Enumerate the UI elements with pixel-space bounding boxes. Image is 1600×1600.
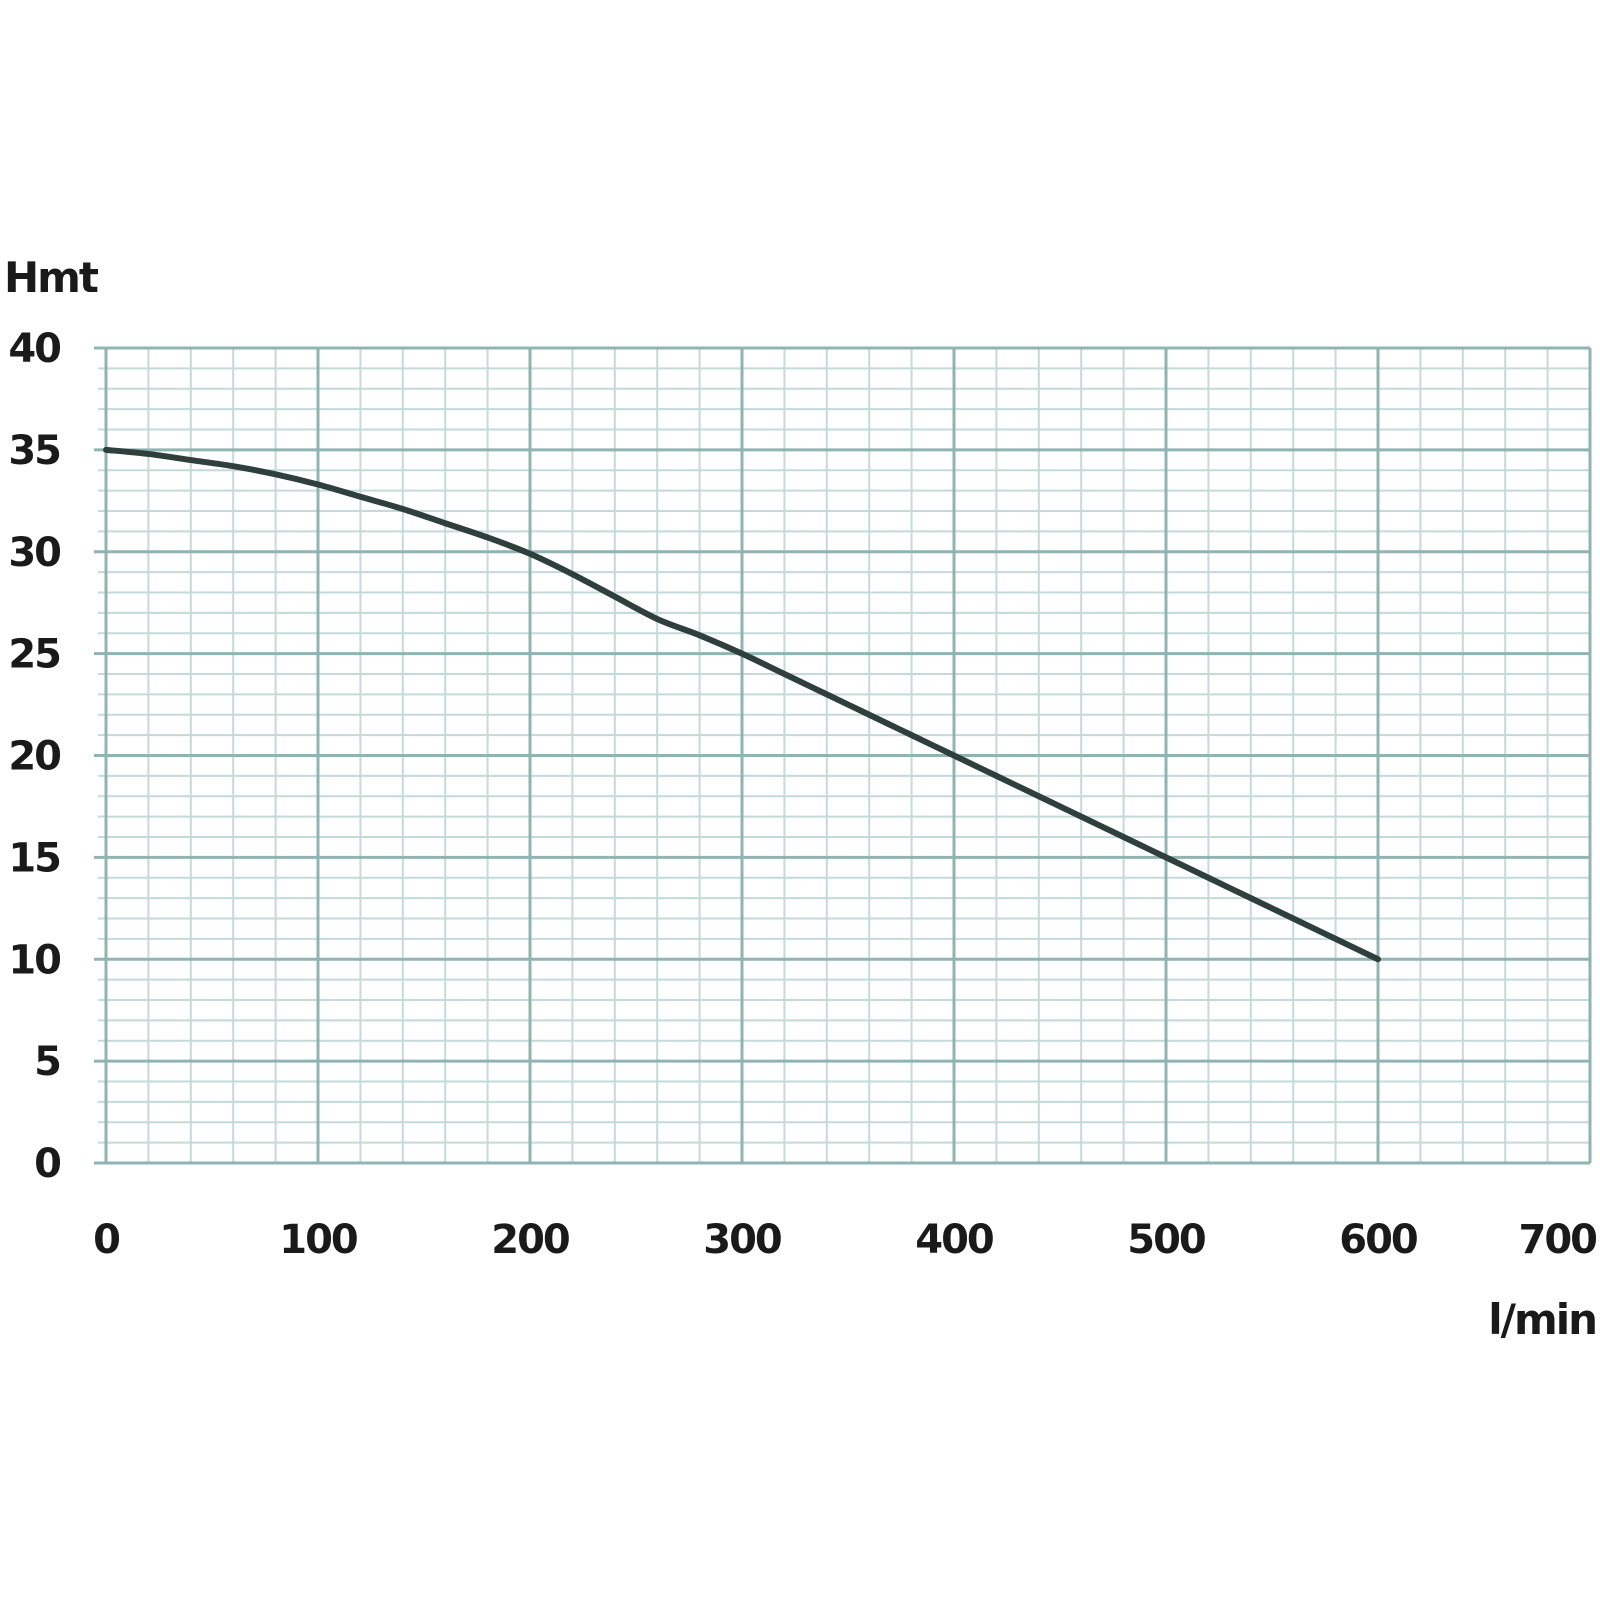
y-tick-label: 10 (8, 937, 60, 983)
x-tick-label: 700 (1519, 1217, 1597, 1263)
y-tick-label: 40 (8, 326, 60, 372)
y-tick-label: 5 (34, 1039, 60, 1085)
y-tick-label: 0 (34, 1141, 60, 1187)
x-tick-label: 600 (1339, 1217, 1417, 1263)
series-line-0 (103, 446, 1381, 963)
y-axis-title: Hmt (4, 253, 99, 302)
y-tick-label: 30 (8, 530, 60, 576)
x-tick-label: 400 (915, 1217, 993, 1263)
curve-layer (103, 446, 1381, 963)
x-tick-label: 300 (703, 1217, 781, 1263)
y-tick-label: 20 (8, 734, 60, 780)
x-tick-label: 0 (93, 1217, 119, 1263)
y-tick-label: 35 (8, 428, 60, 474)
x-axis-title: l/min (1488, 1295, 1596, 1344)
x-tick-label: 500 (1127, 1217, 1205, 1263)
x-tick-label: 100 (279, 1217, 357, 1263)
x-tick-label: 200 (491, 1217, 569, 1263)
y-tick-label: 15 (8, 835, 60, 881)
y-tick-label: 25 (8, 632, 60, 678)
grid (94, 346, 1592, 1165)
